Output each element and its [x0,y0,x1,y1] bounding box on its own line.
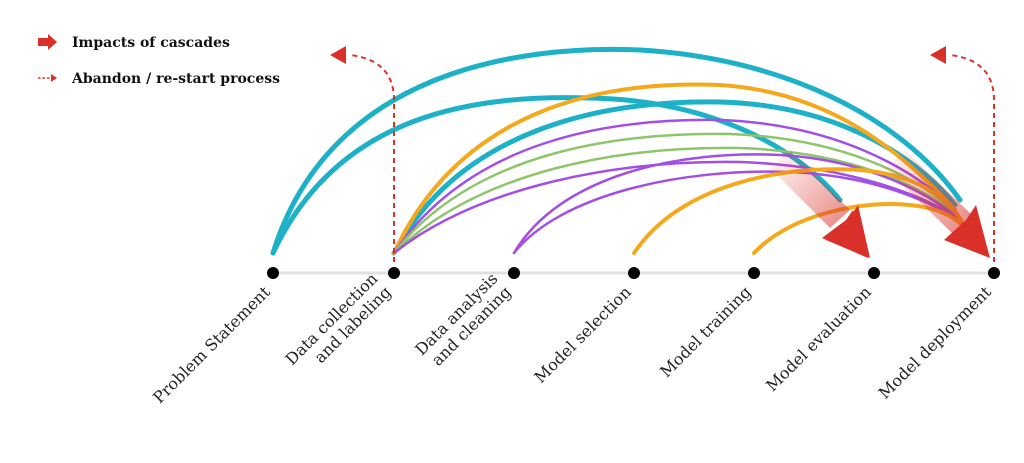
stage-node-evaluation [868,267,880,279]
arc-collection-to-deployment-teal [391,99,958,256]
stage-label-line: Model training [656,282,755,381]
restart-arrowhead-icon [330,46,346,64]
stage-label-text: Model deployment [875,282,996,403]
stage-node-analysis [508,267,520,279]
stage-node-selection [628,267,640,279]
arc-collection-to-deployment-orange [392,82,957,255]
stage-label-training: Model training [656,282,755,381]
stage-label-evaluation: Model evaluation [762,282,875,395]
stage-label-collection: Data collectionand labeling [282,269,395,382]
stage-label-text: Problem Statement [149,282,274,407]
stage-label-text: Model evaluation [762,282,875,395]
evaluation-arrow-trail [770,150,850,228]
legend: Impacts of cascades Abandon / re-start p… [38,34,280,87]
stage-label-text: Data analysisand cleaning [411,269,515,373]
arc-problem-to-deployment [270,46,963,256]
stage-label-line: Problem Statement [149,282,274,407]
impacts-legend-item: Impacts of cascades [38,34,230,51]
deployment-arrow-trail [885,150,972,233]
stage-label-selection: Model selection [530,282,634,386]
arc-collection-to-deployment-green-1 [392,132,957,255]
stage-label-line: Model selection [530,282,634,386]
restart-dashed-line [949,54,995,262]
restart-dashed-line [349,54,395,262]
restart-arrow-deployment [930,46,995,262]
deployment-impact-arrow [944,205,990,258]
stage-label-text: Model training [656,282,755,381]
restart-arrow-collection [330,46,395,262]
dashed-arrow-head-icon [51,74,57,82]
stage-label-problem: Problem Statement [149,282,274,407]
stage-nodes [267,267,1000,279]
abandon-legend-label: Abandon / re-start process [71,71,280,87]
stage-label-line: Model deployment [875,282,996,403]
stage-label-text: Model selection [530,282,634,386]
arc-collection-to-deployment-purple-2 [392,160,957,255]
stage-label-analysis: Data analysisand cleaning [411,269,515,373]
stage-labels: Problem Statement Data collectionand labe… [149,269,995,407]
restart-arrowhead-icon [930,46,946,64]
abandon-legend-item: Abandon / re-start process [38,71,280,87]
stage-label-text: Data collectionand labeling [282,269,395,382]
stage-node-deployment [988,267,1000,279]
evaluation-impact-arrow [826,205,870,258]
red-arrow-icon [38,34,57,50]
stage-label-line: Model evaluation [762,282,875,395]
stage-node-training [748,267,760,279]
impacts-legend-label: Impacts of cascades [72,35,230,51]
stage-node-problem [267,267,279,279]
stage-node-collection [388,267,400,279]
stage-label-deployment: Model deployment [875,282,996,403]
arc-problem-to-evaluation [270,95,843,256]
